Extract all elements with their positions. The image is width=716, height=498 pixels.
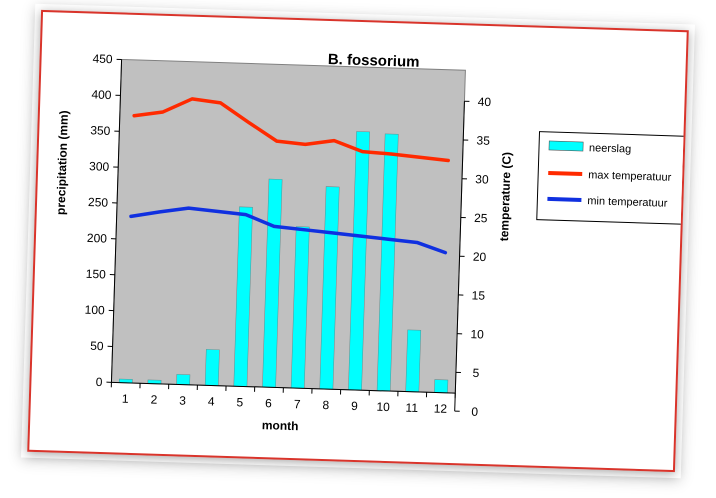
line-min-temperatuur: [129, 206, 448, 255]
legend-swatch-neerslag: [548, 140, 584, 152]
x-tick-label: 12: [434, 401, 448, 415]
y2-tick-label: 35: [476, 133, 490, 147]
bar-neerslag-3: [176, 374, 191, 386]
y-tick-label: 250: [88, 195, 109, 210]
x-tick-label: 10: [376, 400, 390, 414]
y-tick-label: 350: [90, 123, 111, 138]
chart-title: B. fossorium: [328, 51, 420, 71]
legend-label-neerslag: neerslag: [589, 142, 632, 155]
x-tick-label: 1: [122, 392, 129, 406]
y-tick-label: 100: [84, 303, 105, 318]
y-tick-label: 200: [87, 231, 108, 246]
x-tick-label: 3: [179, 393, 186, 407]
legend-swatch-max-temperatuur: [548, 170, 583, 177]
x-axis-label: month: [262, 418, 299, 433]
legend: neerslag max temperatuur min temperatuur: [536, 131, 687, 225]
x-tick-label: 6: [265, 396, 272, 410]
bar-neerslag-4: [204, 349, 220, 386]
chart-card: B. fossorium 0 50 100 150 200 250 300 350 400 450…: [27, 9, 689, 473]
y2-tick-label: 25: [474, 211, 488, 225]
y2-tick-label: 30: [475, 172, 489, 186]
x-tick-label: 8: [322, 398, 329, 412]
y-tick-label: 50: [90, 339, 104, 353]
x-tick-label: 5: [236, 395, 243, 409]
x-tick-label: 9: [351, 399, 358, 413]
y2-tick-label: 40: [478, 95, 492, 109]
y-tick-label: 450: [92, 52, 113, 67]
y2-tick-label: 10: [470, 327, 484, 341]
y2-axis-label: temperature (C): [497, 152, 514, 242]
line-max-temperatuur: [132, 97, 450, 163]
y-tick-label: 150: [86, 267, 107, 282]
bar-neerslag-11: [405, 329, 422, 393]
y2-tick-label: 15: [471, 288, 485, 302]
y2-tick-label: 20: [473, 250, 487, 264]
x-tick-label: 7: [294, 397, 301, 411]
y2-tick-label: 0: [471, 405, 478, 419]
x-tick-label: 4: [208, 394, 215, 408]
x-tick-label: 11: [405, 401, 418, 415]
y-tick-label: 300: [89, 159, 110, 174]
y-axis-label: precipitation (mm): [54, 110, 71, 215]
x-tick-label: 2: [150, 393, 157, 407]
legend-swatch-min-temperatuur: [547, 196, 582, 202]
y-tick-label: 400: [91, 87, 112, 102]
y2-tick-label: 5: [472, 366, 479, 380]
legend-label-min-temperatuur: min temperatuur: [587, 195, 668, 210]
bar-neerslag-12: [434, 379, 449, 394]
y-tick-label: 0: [96, 375, 103, 389]
legend-label-max-temperatuur: max temperatuur: [588, 169, 672, 184]
left-axis-line: [110, 59, 123, 383]
climate-chart: B. fossorium 050100150200250300350400450…: [54, 51, 687, 433]
